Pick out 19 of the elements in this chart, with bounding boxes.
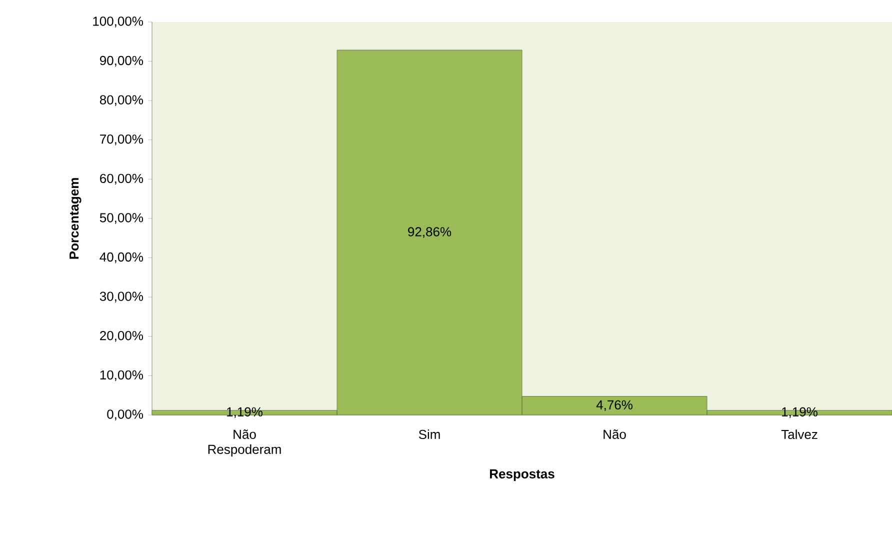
y-tick-label: 10,00% <box>100 370 144 382</box>
data-label: 4,76% <box>596 400 632 411</box>
y-tick-label: 100,00% <box>93 16 143 28</box>
x-tick-label: Não Respoderam <box>208 430 281 457</box>
x-tick-label: Talvez <box>781 430 818 440</box>
y-tick-label: 0,00% <box>107 410 144 420</box>
y-tick-label: 60,00% <box>100 174 144 185</box>
y-tick-label: 30,00% <box>100 292 144 302</box>
y-tick-label: 50,00% <box>100 213 144 224</box>
y-tick-label: 40,00% <box>100 252 144 264</box>
x-axis-title: Respostas <box>490 469 554 482</box>
x-tick-label: Não <box>604 430 626 439</box>
x-tick-label: Sim <box>418 430 440 440</box>
y-tick-label: 70,00% <box>100 134 144 146</box>
y-tick-label: 80,00% <box>100 95 144 106</box>
y-axis-title: Porcentagem <box>70 178 82 259</box>
y-tick-label: 20,00% <box>100 331 144 342</box>
y-tick-label: 90,00% <box>100 56 144 67</box>
data-label: 92,86% <box>408 227 452 238</box>
